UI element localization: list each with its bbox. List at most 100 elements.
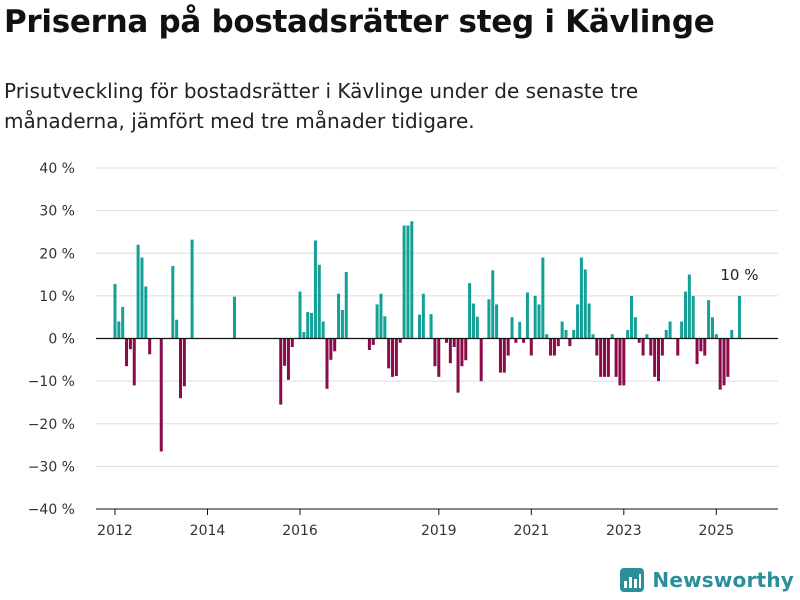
bar: [437, 338, 441, 377]
bar: [502, 338, 506, 373]
bar: [398, 338, 402, 343]
bar: [344, 272, 348, 339]
bar: [290, 338, 294, 348]
bar: [468, 283, 472, 339]
chart-title: Priserna på bostadsrätter steg i Kävling…: [4, 4, 715, 40]
y-tick-label: 20 %: [39, 246, 75, 262]
bar: [310, 312, 314, 339]
bar: [645, 334, 649, 339]
bar: [626, 329, 630, 339]
x-tick-label: 2014: [190, 523, 226, 539]
bar: [471, 303, 475, 339]
bar: [641, 338, 645, 356]
bar: [421, 293, 425, 339]
bar: [707, 300, 711, 339]
bar: [487, 299, 491, 339]
bar: [375, 304, 379, 339]
bar: [286, 338, 290, 380]
bar: [703, 338, 707, 356]
y-tick-label: −40 %: [28, 502, 75, 518]
bar: [633, 317, 637, 339]
bar: [699, 338, 703, 352]
bar: [475, 316, 479, 339]
bar: [587, 303, 591, 339]
bar: [576, 304, 580, 339]
bar: [579, 257, 583, 339]
bar: [132, 338, 136, 386]
bar: [695, 338, 699, 365]
bar: [545, 334, 549, 339]
bar: [714, 334, 718, 339]
bar-chart: 40 %30 %20 %10 %0 %−10 %−20 %−30 %−40 % …: [28, 161, 778, 539]
bar: [522, 338, 526, 343]
bar: [657, 338, 661, 382]
bar: [599, 338, 603, 377]
bar: [379, 293, 383, 339]
bar: [595, 338, 599, 356]
bar: [564, 329, 568, 339]
bar: [668, 321, 672, 339]
x-tick-label: 2023: [606, 523, 642, 539]
bar: [730, 329, 734, 339]
bar: [391, 338, 395, 377]
brand: Newsworthy: [620, 568, 794, 592]
bar: [456, 338, 460, 393]
bars: [113, 221, 741, 452]
bar: [302, 332, 306, 339]
bar: [495, 304, 499, 339]
bar: [340, 309, 344, 339]
chart-subtitle: Prisutveckling för bostadsrätter i Kävli…: [4, 79, 639, 133]
bar: [452, 338, 456, 348]
bar: [529, 338, 533, 356]
bar: [321, 321, 325, 339]
bar: [117, 321, 121, 339]
bar: [479, 338, 483, 382]
bar: [618, 338, 622, 386]
bar: [387, 338, 391, 369]
x-tick-label: 2019: [421, 523, 457, 539]
x-tick-label: 2025: [699, 523, 735, 539]
y-tick-label: 10 %: [39, 289, 75, 305]
bar: [683, 291, 687, 339]
bar: [433, 338, 437, 367]
bar: [317, 264, 321, 339]
bar: [333, 338, 337, 352]
bar: [148, 338, 152, 355]
bar: [418, 314, 422, 339]
bar: [179, 338, 183, 399]
bar: [583, 269, 587, 339]
bar: [556, 338, 560, 347]
bar: [498, 338, 502, 373]
bar: [128, 338, 132, 350]
y-tick-label: 30 %: [39, 204, 75, 220]
y-tick-label: 0 %: [48, 332, 75, 348]
bar: [121, 306, 125, 339]
bar: [460, 338, 464, 367]
bar: [232, 296, 236, 339]
bar: [510, 317, 514, 339]
bar: [549, 338, 553, 356]
bar: [680, 321, 684, 339]
y-axis-labels: 40 % 30 % 20 % 10 % 0 % −10 % −20 % −30 % −40 %: [28, 161, 75, 518]
bar: [560, 321, 564, 339]
bar: [464, 338, 468, 361]
bar: [190, 239, 194, 339]
bar: [537, 304, 541, 339]
y-tick-label: −10 %: [28, 374, 75, 390]
bar: [637, 338, 641, 343]
bar: [525, 292, 529, 339]
bar: [313, 240, 317, 339]
axes: [96, 337, 778, 515]
bar: [722, 338, 726, 386]
annotations: 10 %: [720, 266, 758, 284]
bar: [125, 338, 129, 367]
brand-name: Newsworthy: [652, 568, 794, 592]
bar: [113, 283, 117, 339]
bar: [606, 338, 610, 377]
bar: [394, 338, 398, 377]
bar: [533, 295, 537, 339]
bar: [591, 334, 595, 339]
bar: [171, 266, 175, 339]
bar: [710, 317, 714, 339]
bar: [144, 286, 148, 339]
